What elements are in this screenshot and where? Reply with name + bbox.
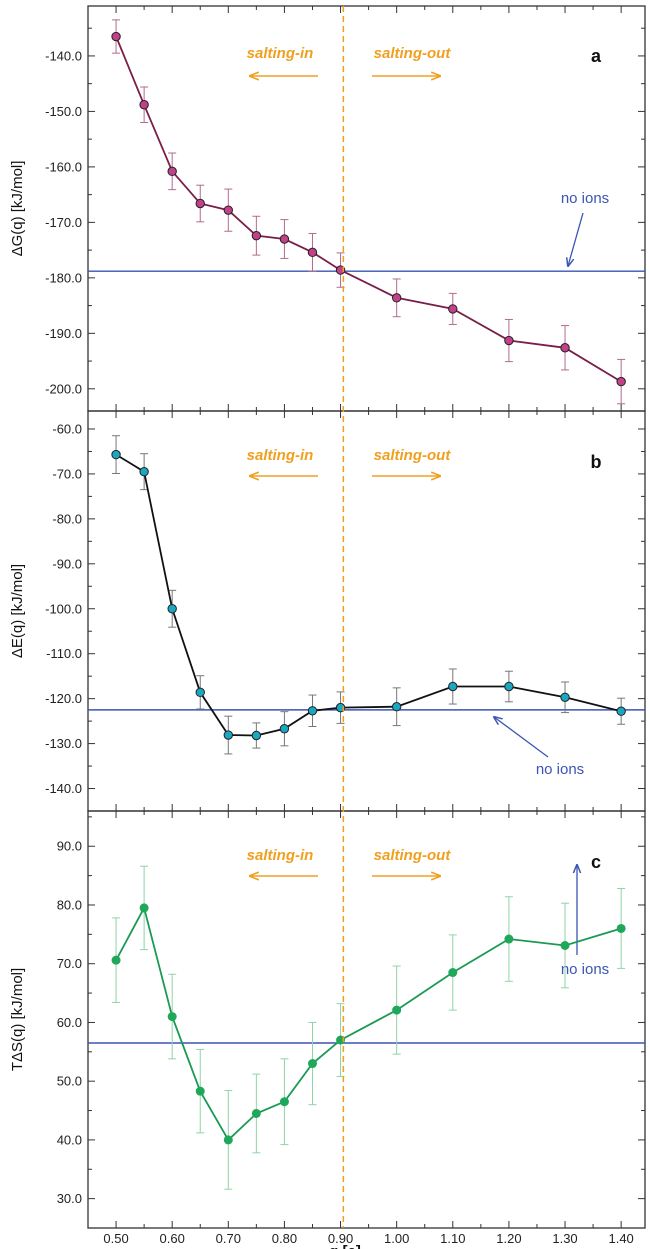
series-line	[115, 905, 622, 1142]
data-point	[251, 730, 262, 741]
x-tick-label: 0.70	[216, 1231, 241, 1246]
data-point	[616, 376, 626, 387]
data-point	[223, 730, 234, 740]
y-tick-label: -160.0	[45, 159, 82, 174]
data-point	[167, 1012, 177, 1022]
y-tick-label: -130.0	[45, 736, 82, 751]
y-tick-label: -60.0	[52, 421, 82, 436]
data-point	[139, 903, 149, 913]
data-point	[307, 1059, 317, 1069]
y-tick-label: 40.0	[57, 1132, 82, 1147]
data-point	[195, 687, 205, 698]
data-point	[391, 293, 402, 303]
y-tick-label: -70.0	[52, 466, 82, 481]
y-tick-label: -140.0	[45, 781, 82, 796]
data-point	[307, 247, 318, 258]
no-ions-label: no ions	[536, 761, 584, 778]
no-ions-label: no ions	[561, 961, 609, 978]
data-point	[504, 335, 514, 346]
data-point	[392, 1005, 402, 1015]
y-tick-label: 90.0	[57, 839, 82, 854]
x-tick-label: 1.00	[384, 1231, 409, 1246]
panel-a: -140.0 -150.0 -160.0 -170.0 -180.0 -190.0 -200…	[9, 5, 646, 412]
y-tick-label: 70.0	[57, 956, 82, 971]
y-tick-label: -110.0	[46, 646, 82, 661]
series-line	[115, 36, 622, 383]
y-axis-title: TΔS(q) [kJ/mol]	[9, 968, 26, 1071]
y-tick-label: -120.0	[45, 691, 82, 706]
y-tick-label: -170.0	[45, 215, 82, 230]
data-point	[448, 968, 458, 978]
x-tick-label: 0.90	[328, 1231, 353, 1246]
no-ions-label: no ions	[561, 190, 609, 207]
no-ions-arrow	[494, 717, 549, 758]
data-point	[111, 31, 121, 42]
x-tick-label: 1.10	[440, 1231, 465, 1246]
data-point	[448, 304, 458, 314]
salting-out-label: salting-out	[374, 847, 452, 864]
data-point	[560, 343, 570, 353]
data-point	[504, 934, 514, 944]
data-point	[560, 692, 570, 702]
y-tick-label: 30.0	[57, 1191, 82, 1206]
data-point	[560, 940, 570, 950]
plot-frame	[87, 810, 646, 1229]
x-tick-label: 1.40	[608, 1231, 633, 1246]
y-tick-label: 50.0	[57, 1074, 82, 1089]
data-point	[111, 449, 121, 460]
data-point	[251, 230, 262, 241]
salting-out-label: salting-out	[374, 447, 452, 464]
data-point	[448, 681, 458, 692]
data-point	[279, 234, 290, 244]
data-point	[195, 198, 205, 209]
salting-in-label: salting-in	[247, 847, 314, 864]
y-tick-label: 60.0	[57, 1015, 82, 1030]
data-point	[195, 1086, 205, 1096]
salting-in-label: salting-in	[247, 45, 314, 62]
data-point	[279, 1097, 289, 1107]
salting-out-label: salting-out	[374, 45, 452, 62]
panel-c: 30.0 40.0 50.0 60.0 70.0 80.0 90.0 TΔS(q) [kJ/m…	[9, 810, 646, 1229]
no-ions-arrow	[568, 212, 584, 266]
series-line	[115, 453, 622, 737]
data-point	[391, 702, 402, 712]
y-tick-label: 80.0	[57, 897, 82, 912]
x-tick-label: 0.80	[272, 1231, 297, 1246]
data-point	[616, 706, 626, 716]
data-point	[167, 166, 177, 177]
y-tick-label: -190.0	[45, 326, 82, 341]
y-tick-label: -80.0	[52, 511, 82, 526]
x-tick-label: 1.30	[552, 1231, 577, 1246]
panel-letter: a	[591, 46, 602, 66]
y-tick-label: -90.0	[52, 556, 82, 571]
panel-b: -60.0 -70.0 -80.0 -90.0 -100.0 -110.0 -120.0 -1…	[9, 410, 646, 812]
y-tick-label: -150.0	[45, 104, 82, 119]
salting-in-label: salting-in	[247, 447, 314, 464]
data-point	[279, 724, 290, 734]
data-point	[251, 1108, 261, 1118]
panel-letter: c	[591, 852, 601, 872]
x-tick-label: 1.20	[496, 1231, 521, 1246]
data-point	[167, 604, 177, 614]
data-point	[307, 706, 318, 716]
y-tick-label: -100.0	[45, 601, 82, 616]
y-tick-label: -140.0	[45, 48, 82, 63]
panel-letter: b	[591, 452, 602, 472]
data-point	[223, 205, 234, 215]
x-tick-label: 0.50	[103, 1231, 128, 1246]
data-point	[223, 1135, 233, 1145]
y-tick-label: -180.0	[45, 270, 82, 285]
data-point	[616, 923, 626, 933]
data-point	[504, 681, 514, 692]
data-point	[139, 466, 149, 477]
x-axis-title: q [e]	[329, 1243, 361, 1249]
y-axis-title: ΔE(q) [kJ/mol]	[9, 564, 26, 658]
data-point	[139, 100, 149, 110]
y-axis-title: ΔG(q) [kJ/mol]	[9, 161, 26, 257]
y-tick-label: -200.0	[45, 381, 82, 396]
x-tick-label: 0.60	[160, 1231, 185, 1246]
data-point	[111, 955, 121, 965]
